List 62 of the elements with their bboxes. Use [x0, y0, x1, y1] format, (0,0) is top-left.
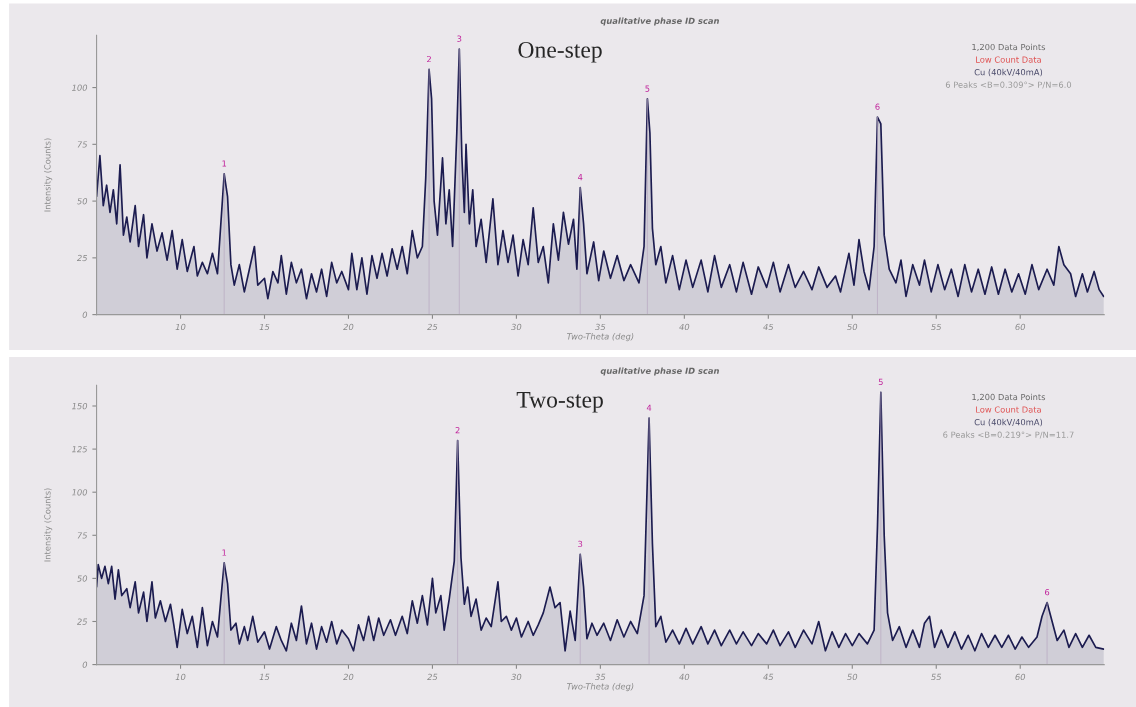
x-tick-label: 50 — [847, 323, 858, 331]
x-tick-label: 15 — [259, 673, 270, 681]
x-tick-label: 45 — [763, 673, 774, 681]
x-axis-title: Two-Theta (deg) — [567, 683, 634, 692]
annotation: 3 — [457, 35, 462, 42]
x-tick-label: 40 — [679, 323, 690, 331]
y-tick-label: 100 — [72, 84, 88, 91]
x-tick-label: 30 — [511, 323, 522, 331]
x-tick-label: 60 — [1015, 673, 1026, 681]
annotation: 5 — [878, 378, 883, 386]
annotation: Low Count Data — [976, 406, 1041, 413]
y-tick-label: 25 — [76, 254, 88, 262]
x-tick-label: 40 — [679, 673, 690, 681]
x-tick-label: 55 — [931, 673, 942, 681]
annotation: 6 — [875, 103, 880, 110]
annotation: Cu (40kV/40mA) — [974, 418, 1043, 427]
annotation: Low Count Data — [976, 56, 1041, 63]
annotation: 1,200 Data Points — [972, 393, 1046, 401]
text: qualitative phase ID scan — [600, 367, 719, 376]
annotation: 6 Peaks <B=0.309°> P/N=6.0 — [945, 81, 1072, 89]
y-tick-label: 50 — [77, 198, 88, 205]
x-tick-label: 15 — [259, 323, 270, 331]
text: qualitative phase ID scan — [600, 17, 719, 26]
x-axis-title: Two-Theta (deg) — [567, 333, 634, 342]
chart-title: One-step — [518, 41, 602, 63]
annotation: Cu (40kV/40mA) — [974, 68, 1043, 77]
x-tick-label: 20 — [343, 673, 354, 681]
annotation: 5 — [645, 85, 650, 92]
annotation: 4 — [646, 404, 652, 411]
x-tick-label: 25 — [427, 673, 438, 681]
annotation: 6 Peaks <B=0.219°> P/N=11.7 — [943, 431, 1074, 439]
x-tick-label: 25 — [427, 323, 438, 331]
x-tick-label: 10 — [175, 323, 186, 331]
y-tick-label: 0 — [82, 311, 88, 318]
x-tick-label: 20 — [343, 323, 354, 331]
annotation: 2 — [455, 427, 460, 434]
y-axis-title: Intensity (Counts) — [44, 488, 53, 562]
y-tick-label: 75 — [77, 532, 88, 539]
y-tick-label: 75 — [77, 141, 88, 148]
x-tick-label: 50 — [847, 673, 858, 681]
x-tick-label: 45 — [763, 323, 774, 331]
x-tick-label: 35 — [595, 673, 606, 681]
annotation: 2 — [427, 55, 431, 63]
x-tick-label: 10 — [175, 673, 186, 681]
y-axis-title: Intensity (Counts) — [44, 138, 53, 212]
y-tick-label: 50 — [77, 575, 88, 582]
annotation: 1 — [222, 160, 227, 167]
y-tick-label: 100 — [72, 489, 88, 496]
y-tick-label: 0 — [82, 661, 88, 668]
y-tick-label: 125 — [72, 446, 88, 453]
x-tick-label: 55 — [931, 323, 942, 331]
y-tick-label: 25 — [76, 618, 88, 625]
annotation: 6 — [1045, 589, 1050, 596]
y-tick-label: 150 — [72, 402, 88, 410]
chart-title: Two-step — [516, 392, 603, 413]
x-tick-label: 35 — [595, 323, 606, 331]
x-tick-label: 30 — [511, 673, 522, 681]
annotation: 1 — [222, 549, 227, 556]
annotation: 1,200 Data Points — [972, 43, 1046, 52]
annotation: 4 — [577, 174, 583, 181]
annotation: 3 — [578, 540, 583, 548]
x-tick-label: 60 — [1015, 323, 1026, 331]
